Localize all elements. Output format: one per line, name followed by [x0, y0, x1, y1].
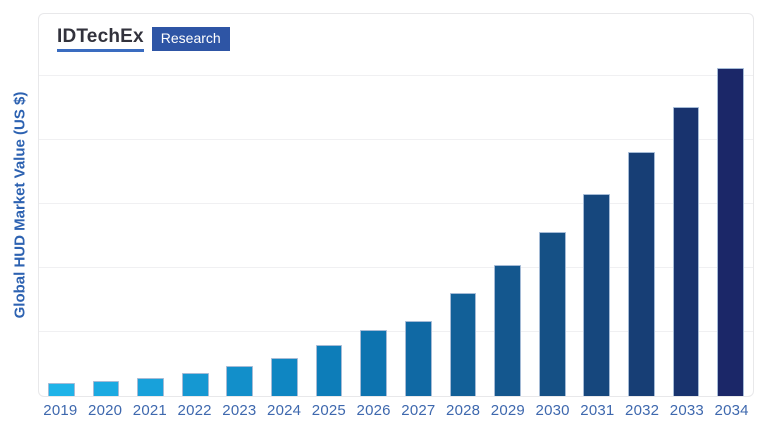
gridline — [39, 331, 753, 333]
x-tick-label-2031: 2031 — [580, 402, 615, 419]
bar-2030 — [538, 232, 566, 396]
bar-slot — [84, 14, 129, 396]
bar-2024 — [271, 358, 298, 396]
bar-2028 — [449, 292, 477, 396]
bar-2026 — [360, 330, 388, 396]
bar-slot — [575, 14, 620, 396]
x-axis-labels: 2019 2020 2021 2022 2023 2024 2025 2026 2027 2028… — [38, 402, 754, 419]
bar-slot — [485, 14, 530, 396]
x-tick-label-2023: 2023 — [222, 402, 257, 419]
bar-2031 — [583, 194, 611, 396]
bar-2025 — [315, 344, 343, 396]
idtechex-logo-research-badge: Research — [151, 27, 230, 51]
bar-2029 — [494, 264, 521, 396]
bar-2023 — [226, 365, 254, 396]
bar-slot — [307, 14, 352, 396]
bar-slot — [664, 14, 709, 396]
bar-slot — [441, 14, 486, 396]
bar-slot — [708, 14, 753, 396]
gridline — [39, 139, 753, 141]
bar-slot — [351, 14, 396, 396]
x-tick-label-2029: 2029 — [490, 402, 525, 419]
bar-2020 — [92, 381, 120, 396]
bar-2019 — [47, 382, 75, 396]
gridline — [39, 75, 753, 77]
bar-2027 — [404, 321, 432, 396]
x-tick-label-2026: 2026 — [356, 402, 391, 419]
x-tick-label-2028: 2028 — [446, 402, 481, 419]
x-tick-label-2021: 2021 — [132, 402, 167, 419]
bar-2032 — [628, 152, 655, 396]
x-tick-label-2022: 2022 — [177, 402, 212, 419]
bar-slot — [218, 14, 263, 396]
bar-slot — [262, 14, 307, 396]
bar-2033 — [672, 106, 700, 396]
x-tick-label-2030: 2030 — [535, 402, 570, 419]
y-axis-title: Global HUD Market Value (US $) — [11, 91, 29, 319]
bar-2021 — [137, 378, 164, 396]
idtechex-logo-brand: IDTechEx — [57, 26, 144, 52]
x-tick-label-2020: 2020 — [88, 402, 123, 419]
bar-slot — [173, 14, 218, 396]
gridline — [39, 267, 753, 269]
gridline — [39, 203, 753, 205]
x-tick-label-2025: 2025 — [311, 402, 346, 419]
bar-slot — [619, 14, 664, 396]
bars — [39, 14, 753, 396]
x-tick-label-2019: 2019 — [43, 402, 78, 419]
bar-slot — [530, 14, 575, 396]
x-tick-label-2024: 2024 — [267, 402, 302, 419]
idtechex-logo: IDTechEx Research — [57, 26, 230, 52]
bar-slot — [128, 14, 173, 396]
bar-2034 — [717, 68, 745, 396]
x-tick-label-2033: 2033 — [669, 402, 704, 419]
x-tick-label-2034: 2034 — [714, 402, 749, 419]
bar-2022 — [181, 372, 209, 396]
x-tick-label-2027: 2027 — [401, 402, 436, 419]
plot-area — [38, 13, 754, 397]
bar-slot — [396, 14, 441, 396]
x-tick-label-2032: 2032 — [625, 402, 660, 419]
bar-slot — [39, 14, 84, 396]
